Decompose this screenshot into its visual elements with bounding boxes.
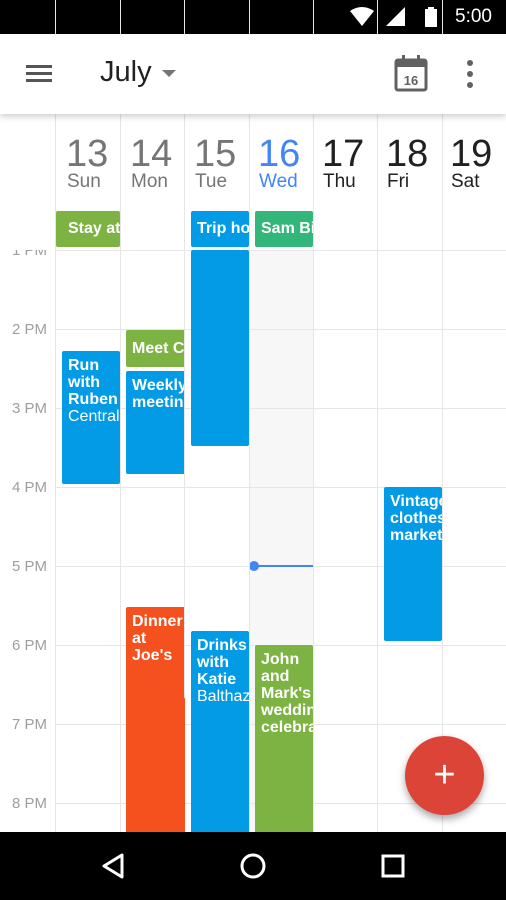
app-bar: July 16 — [0, 34, 506, 114]
today-calendar-icon[interactable]: 16 — [394, 54, 428, 92]
hour-label: 6 PM — [11, 637, 47, 654]
event-title: Run with Ruben — [68, 357, 118, 408]
day-header-sat[interactable]: 19 Sat — [440, 114, 504, 210]
recents-icon[interactable] — [373, 846, 413, 886]
current-time-line — [254, 565, 313, 567]
current-time-dot — [249, 561, 259, 571]
status-bar: 5:00 — [0, 0, 506, 34]
day-header-wed[interactable]: 16 Wed — [248, 114, 312, 210]
menu-icon[interactable] — [22, 60, 56, 88]
event-drinks-with-katie[interactable]: Drinks with Katie Balthaz — [191, 631, 249, 832]
all-day-event[interactable]: Trip ho — [191, 211, 249, 247]
back-icon[interactable] — [93, 846, 133, 886]
event-title: Meet C — [132, 340, 185, 357]
hour-label: 2 PM — [11, 321, 47, 338]
day-header-thu[interactable]: 17 Thu — [312, 114, 376, 210]
home-icon[interactable] — [233, 846, 273, 886]
event-title: Weekly meetin — [132, 377, 185, 411]
day-header-fri[interactable]: 18 Fri — [376, 114, 440, 210]
hour-label: 7 PM — [11, 716, 47, 733]
event-title: Vintage clothes market — [390, 493, 442, 544]
day-number: 14 — [130, 133, 173, 175]
hour-label: 4 PM — [11, 479, 47, 496]
day-name: Sun — [67, 171, 101, 192]
event-title: Drinks with Katie — [197, 637, 247, 688]
all-day-event[interactable]: Stay at — [56, 211, 120, 247]
day-name: Mon — [131, 171, 168, 192]
wifi-icon — [350, 7, 374, 26]
month-title[interactable]: July — [100, 56, 152, 88]
day-number: 16 — [258, 133, 301, 175]
day-name: Thu — [323, 171, 356, 192]
day-name: Wed — [259, 171, 298, 192]
hour-label: 8 PM — [11, 795, 47, 812]
hour-label: 3 PM — [11, 400, 47, 417]
battery-icon — [425, 7, 437, 27]
hour-label: 1 PM — [11, 250, 47, 259]
day-number: 17 — [322, 133, 365, 175]
day-name: Fri — [387, 171, 410, 192]
day-number: 19 — [450, 133, 493, 175]
all-day-event[interactable]: Sam Bi — [255, 211, 313, 247]
event-meet[interactable]: Meet C — [126, 330, 185, 367]
event-title: Dinner at Joe's — [132, 613, 183, 664]
day-number: 15 — [194, 133, 237, 175]
navigation-bar — [0, 832, 506, 900]
add-event-button[interactable]: + — [405, 736, 484, 815]
day-number: 18 — [386, 133, 429, 175]
more-vert-icon[interactable] — [460, 58, 480, 92]
day-header-sun[interactable]: 13 Sun — [56, 114, 120, 210]
event-location: Balthaz — [197, 688, 249, 705]
week-header: 13 Sun 14 Mon 15 Tue 16 Wed 17 Thu 18 Fr… — [0, 0, 506, 698]
event-vintage-clothes-market[interactable]: Vintage clothes market — [384, 487, 442, 641]
event-title: John and Mark's wedding celebra — [261, 651, 313, 736]
day-header-mon[interactable]: 14 Mon — [120, 114, 184, 210]
dropdown-caret-icon[interactable] — [162, 70, 176, 77]
event-location: Central — [68, 408, 120, 425]
signal-icon — [386, 7, 405, 26]
day-name: Tue — [195, 171, 228, 192]
event-trip[interactable] — [191, 250, 249, 446]
svg-text:16: 16 — [404, 73, 418, 88]
event-run-with-ruben[interactable]: Run with Ruben Central — [62, 351, 120, 484]
event-dinner-at-joes[interactable]: Dinner at Joe's — [126, 607, 185, 832]
event-weekly-meeting[interactable]: Weekly meetin — [126, 371, 185, 474]
event-wedding-celebration[interactable]: John and Mark's wedding celebra — [255, 645, 313, 832]
day-number: 13 — [66, 133, 109, 175]
add-icon: + — [433, 754, 456, 796]
day-name: Sat — [451, 171, 480, 192]
status-time: 5:00 — [455, 6, 492, 27]
hour-label: 5 PM — [11, 558, 47, 575]
day-header-tue[interactable]: 15 Tue — [184, 114, 248, 210]
